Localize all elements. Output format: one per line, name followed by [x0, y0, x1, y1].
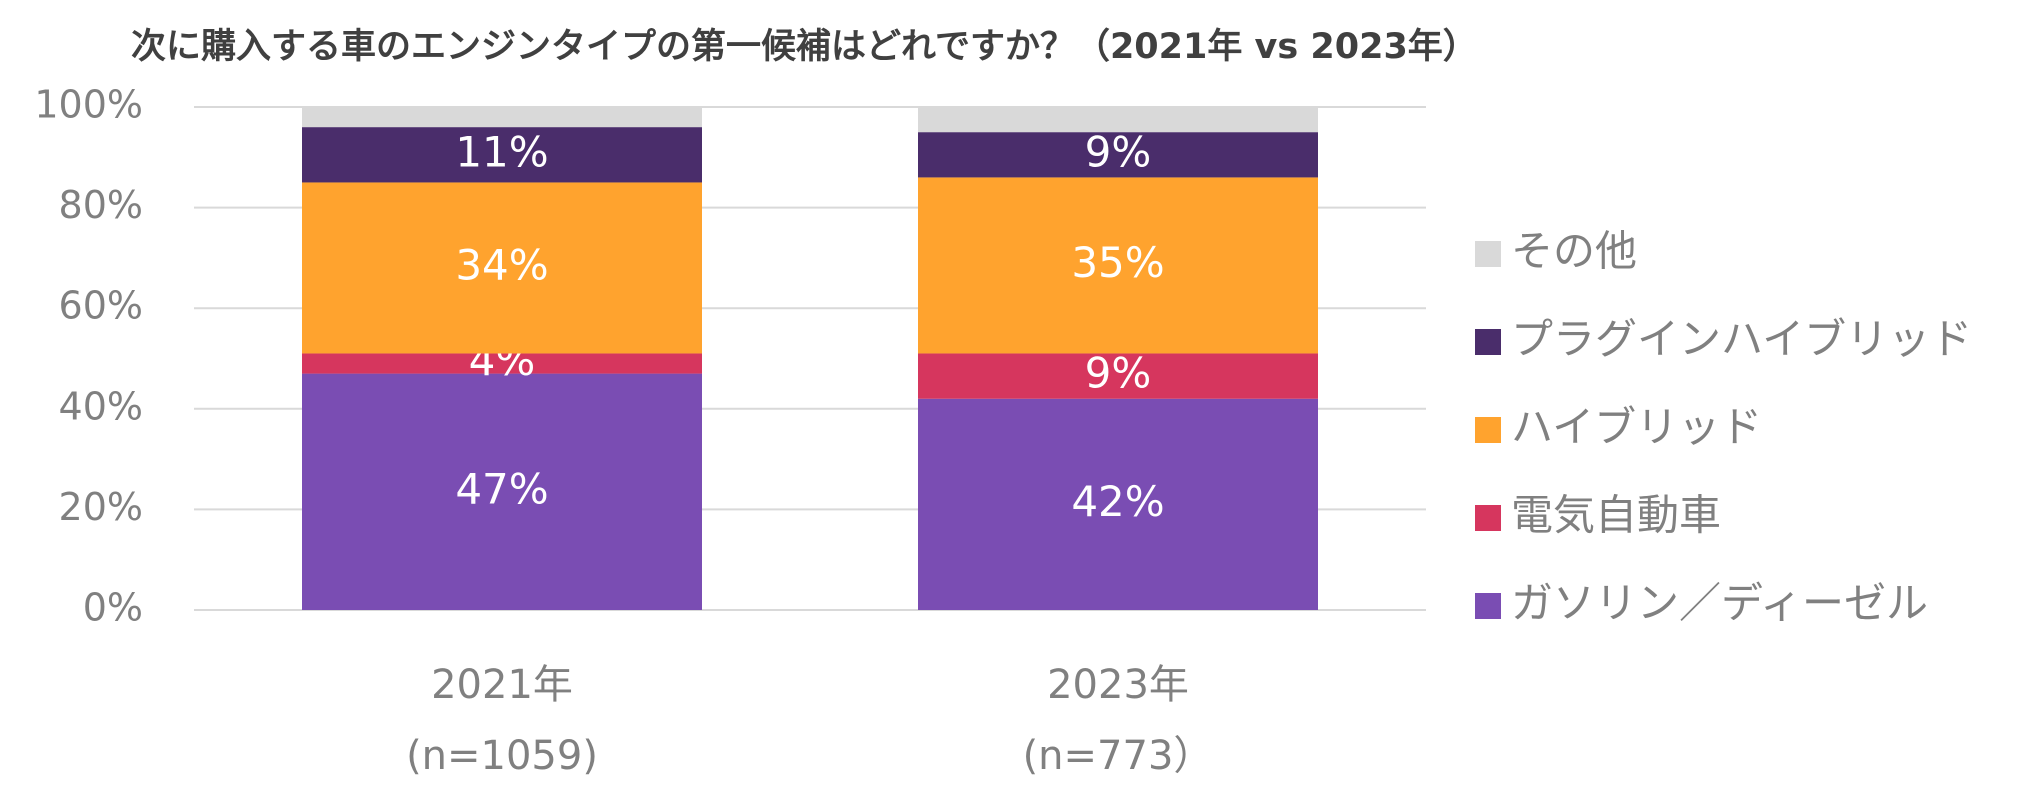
x-tick-label: 2021年 [431, 662, 573, 708]
sample-size: (n=1059) [406, 733, 598, 779]
data-label: 9% [1085, 127, 1152, 176]
legend-label: プラグインハイブリッド [1511, 315, 1972, 364]
bar-segment [918, 132, 1318, 178]
y-tick-label: 80% [59, 183, 143, 227]
sample-size: (n=773） [1023, 733, 1214, 779]
bar-segment [918, 353, 1318, 399]
bar-segment [302, 107, 702, 128]
legend-label: 電気自動車 [1511, 491, 1721, 540]
y-tick-label: 40% [59, 384, 143, 428]
x-tick-label: 2023年 [1047, 662, 1189, 708]
legend-label: ガソリン／ディーゼル [1511, 579, 1928, 628]
legend-swatch [1475, 329, 1501, 355]
data-label: 11% [455, 127, 548, 176]
bar-segment [302, 182, 702, 354]
y-tick-label: 60% [59, 284, 143, 328]
legend-swatch [1475, 417, 1501, 443]
data-label: 42% [1071, 477, 1164, 526]
data-label: 9% [1085, 349, 1152, 398]
data-label: 47% [455, 464, 548, 513]
legend-swatch [1475, 505, 1501, 531]
legend-swatch [1475, 593, 1501, 619]
bar-segment [302, 373, 702, 610]
bar-segment [302, 127, 702, 183]
chart-title: 次に購入する車のエンジンタイプの第一候補はどれですか？（2021年 vs 202… [131, 27, 1478, 67]
data-label: 35% [1071, 238, 1164, 287]
legend-label: その他 [1511, 227, 1637, 276]
y-tick-label: 100% [34, 83, 143, 127]
bar-segment [918, 107, 1318, 133]
bar-segment [918, 177, 1318, 354]
legend-label: ハイブリッド [1511, 403, 1762, 452]
y-tick-label: 20% [59, 485, 143, 529]
bar-segment [918, 398, 1318, 610]
y-tick-label: 0% [83, 586, 143, 630]
data-label: 34% [455, 240, 548, 289]
legend-swatch [1475, 241, 1501, 267]
bar-segment [302, 353, 702, 374]
